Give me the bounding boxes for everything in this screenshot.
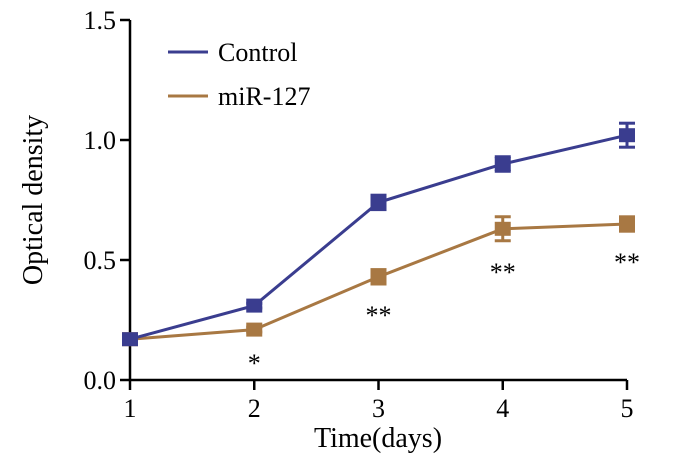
data-point-marker <box>370 195 387 210</box>
data-point-marker <box>619 128 635 143</box>
significance-marker: ** <box>614 248 640 277</box>
x-tick-label: 1 <box>124 394 137 423</box>
data-point-marker <box>494 221 511 236</box>
y-ticks: 0.0 0.5 1.0 1.5 <box>84 6 130 395</box>
significance-marker: * <box>248 349 261 378</box>
y-axis-label: Optical density <box>18 115 49 285</box>
y-tick-label: 0.0 <box>84 366 117 395</box>
x-ticks: 1 2 3 4 5 <box>124 380 634 423</box>
x-tick-label: 4 <box>496 394 509 423</box>
x-tick-label: 3 <box>372 394 385 423</box>
data-point-marker <box>246 298 263 313</box>
x-tick-label: 2 <box>248 394 261 423</box>
data-point-marker <box>122 332 138 347</box>
series-layer <box>122 121 635 347</box>
series-mir-127 <box>122 215 635 347</box>
data-point-marker <box>619 217 635 231</box>
significance-marker: ** <box>366 301 392 330</box>
x-axis-label: Time(days) <box>314 423 442 454</box>
data-point-marker <box>494 157 511 171</box>
y-tick-label: 0.5 <box>84 246 117 275</box>
series-control <box>122 121 635 347</box>
x-tick-label: 5 <box>621 394 634 423</box>
legend-label: Control <box>218 38 297 67</box>
significance-annotations: ***** ** <box>248 248 640 378</box>
data-point-marker <box>370 269 387 284</box>
y-tick-label: 1.5 <box>84 6 117 35</box>
data-point-marker <box>246 322 263 337</box>
legend: Control miR-127 <box>168 38 310 111</box>
significance-marker: ** <box>490 258 516 287</box>
y-tick-label: 1.0 <box>84 126 117 155</box>
legend-label: miR-127 <box>218 82 310 111</box>
